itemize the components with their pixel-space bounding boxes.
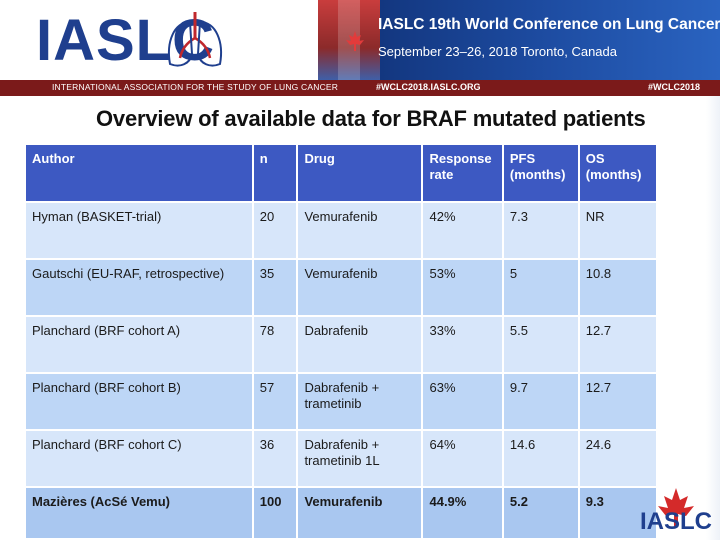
organization-name: INTERNATIONAL ASSOCIATION FOR THE STUDY … — [52, 82, 339, 92]
cell-n: 57 — [251, 372, 299, 431]
cell-pfs: 5.5 — [501, 315, 580, 374]
cell-pfs: 14.6 — [501, 429, 580, 488]
table-row: Hyman (BASKET-trial) 20 Vemurafenib 42% … — [24, 201, 659, 260]
braf-data-table: Author n Drug Response rate PFS (months)… — [24, 143, 659, 540]
cell-drug: Vemurafenib — [296, 258, 424, 317]
conference-website[interactable]: #WCLC2018.IASLC.ORG — [376, 82, 481, 92]
cell-response-rate: 42% — [421, 201, 504, 260]
table-row-highlighted: Mazières (AcSé Vemu) 100 Vemurafenib 44.… — [24, 486, 659, 540]
cell-os: 24.6 — [577, 429, 659, 488]
cell-drug: Dabrafenib + trametinib — [296, 372, 424, 431]
cell-response-rate: 64% — [421, 429, 504, 488]
cell-drug: Dabrafenib — [296, 315, 424, 374]
cell-os: 10.8 — [577, 258, 659, 317]
iaslc-logo: IASLC — [36, 8, 215, 73]
header-os: OS (months) — [577, 143, 659, 203]
cell-n: 78 — [251, 315, 299, 374]
header-logo-area: IASLC — [0, 0, 318, 80]
banner-image — [318, 0, 380, 80]
table-row: Planchard (BRF cohort B) 57 Dabrafenib +… — [24, 372, 659, 431]
corner-maple-leaf-icon — [658, 488, 694, 526]
tagline-bar: INTERNATIONAL ASSOCIATION FOR THE STUDY … — [0, 80, 720, 96]
cell-os: 9.3 — [577, 486, 659, 540]
banner-image-highlight — [338, 0, 360, 80]
cell-os: 12.7 — [577, 372, 659, 431]
header-response-rate: Response rate — [421, 143, 504, 203]
cell-n: 35 — [251, 258, 299, 317]
header-drug: Drug — [296, 143, 424, 203]
table-header-row: Author n Drug Response rate PFS (months)… — [24, 143, 659, 203]
cell-pfs: 5.2 — [501, 486, 580, 540]
conference-banner: IASLC 19th World Conference on Lung Canc… — [318, 0, 720, 80]
header-author: Author — [24, 143, 254, 203]
cell-drug: Vemurafenib — [296, 486, 424, 540]
cell-n: 20 — [251, 201, 299, 260]
cell-pfs: 7.3 — [501, 201, 580, 260]
cell-drug: Vemurafenib — [296, 201, 424, 260]
cell-author: Hyman (BASKET-trial) — [24, 201, 254, 260]
lungs-icon — [168, 12, 222, 67]
cell-pfs: 9.7 — [501, 372, 580, 431]
header-pfs: PFS (months) — [501, 143, 580, 203]
cell-n: 100 — [251, 486, 299, 540]
conference-dates: September 23–26, 2018 Toronto, Canada — [378, 44, 617, 59]
corner-logo-text: IASLC — [640, 508, 712, 535]
slide-title: Overview of available data for BRAF muta… — [96, 106, 646, 131]
cell-author: Planchard (BRF cohort C) — [24, 429, 254, 488]
cell-os: 12.7 — [577, 315, 659, 374]
cell-pfs: 5 — [501, 258, 580, 317]
cell-response-rate: 63% — [421, 372, 504, 431]
header-n: n — [251, 143, 299, 203]
conference-hashtag: #WCLC2018 — [648, 82, 701, 92]
cell-response-rate: 44.9% — [421, 486, 504, 540]
cell-author: Planchard (BRF cohort A) — [24, 315, 254, 374]
table-row: Planchard (BRF cohort C) 36 Dabrafenib +… — [24, 429, 659, 488]
slide-edge — [706, 96, 720, 540]
table-row: Gautschi (EU-RAF, retrospective) 35 Vemu… — [24, 258, 659, 317]
hash-icon: # — [376, 82, 382, 92]
table-row: Planchard (BRF cohort A) 78 Dabrafenib 3… — [24, 315, 659, 374]
cell-drug: Dabrafenib + trametinib 1L — [296, 429, 424, 488]
cell-os: NR — [577, 201, 659, 260]
maple-leaf-icon — [346, 31, 364, 51]
cell-author: Gautschi (EU-RAF, retrospective) — [24, 258, 254, 317]
cell-response-rate: 33% — [421, 315, 504, 374]
conference-title: IASLC 19th World Conference on Lung Canc… — [378, 16, 720, 33]
cell-response-rate: 53% — [421, 258, 504, 317]
cell-author: Mazières (AcSé Vemu) — [24, 486, 254, 540]
cell-n: 36 — [251, 429, 299, 488]
cell-author: Planchard (BRF cohort B) — [24, 372, 254, 431]
